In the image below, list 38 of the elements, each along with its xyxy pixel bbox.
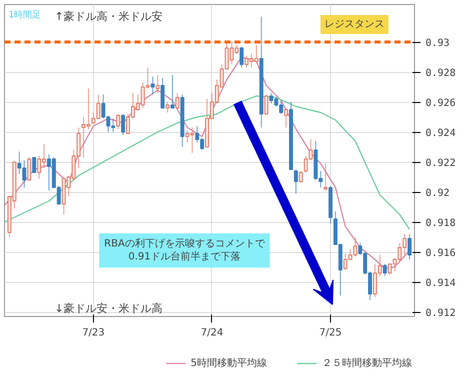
- candlestick: [408, 234, 412, 260]
- candlestick: [284, 108, 288, 128]
- candlestick: [116, 114, 120, 130]
- y-tick-label: 0.914: [426, 278, 456, 289]
- candlestick: [170, 74, 174, 108]
- y-tick-label: 0.92: [426, 188, 450, 199]
- candlestick: [175, 92, 180, 110]
- y-tick-label: 0.924: [426, 128, 456, 139]
- candlestick: [27, 157, 32, 180]
- candlestick: [32, 157, 36, 173]
- y-tick-label: 0.918: [426, 218, 456, 229]
- annotation: ↑豪ドル高・米ドル安: [54, 10, 163, 23]
- legend-label: 5時間移動平均線: [190, 356, 267, 370]
- candlestick: [240, 46, 244, 68]
- candlestick: [264, 94, 268, 114]
- annotation: RBAの利下げを示唆するコメントで 0.91ドル台前半まで下落: [104, 237, 266, 263]
- candlestick: [294, 169, 298, 194]
- candlestick: [121, 114, 126, 136]
- candlestick: [382, 264, 387, 276]
- candlestick: [156, 74, 160, 94]
- legend-label: ２５時間移動平均線: [322, 356, 412, 370]
- candlestick: [166, 102, 170, 113]
- y-tick-label: 0.928: [426, 68, 456, 79]
- candlestick: [160, 78, 165, 108]
- ref-line-label: レジスタンス: [324, 19, 384, 30]
- y-tick-label: 0.922: [426, 158, 456, 169]
- y-tick-label: 0.926: [426, 98, 456, 109]
- y-tick-label: 0.916: [426, 248, 456, 259]
- candlestick: [324, 163, 328, 191]
- text: 1時間足: [8, 10, 42, 20]
- x-tick-label: 7/24: [200, 328, 224, 338]
- candlestick: [298, 170, 303, 184]
- y-tick-label: 0.93: [426, 38, 450, 49]
- annotation: ↓豪ドル安・米ドル高: [54, 302, 163, 315]
- candlestick: [150, 76, 155, 95]
- x-tick-label: 7/25: [319, 328, 342, 338]
- x-tick-label: 7/23: [82, 328, 105, 338]
- y-tick-label: 0.912: [426, 308, 456, 319]
